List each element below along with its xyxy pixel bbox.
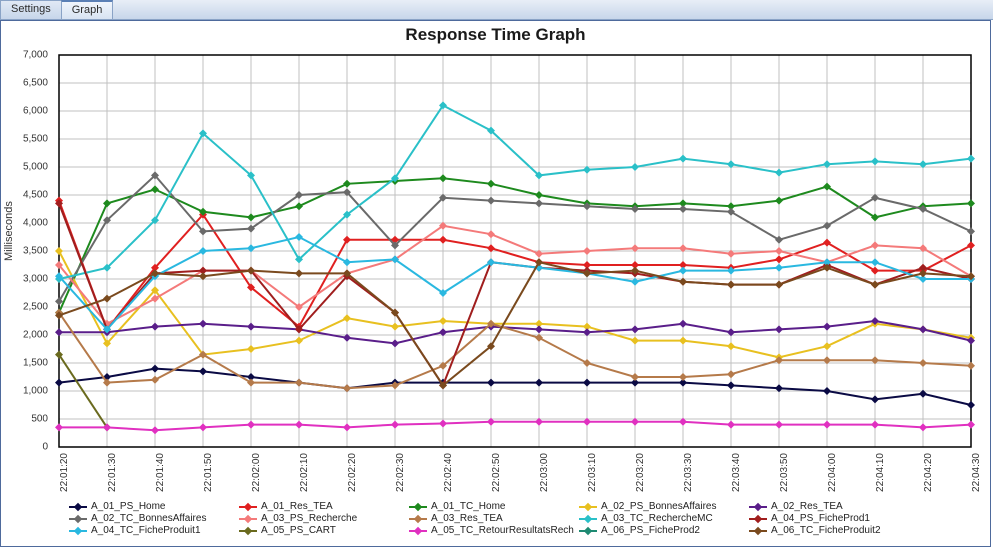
legend-swatch	[69, 518, 87, 520]
legend-item: A_01_TC_Home	[409, 501, 579, 512]
x-tick-label: 22:04:20	[923, 453, 934, 501]
legend-item: A_05_TC_RetourResultatsRech	[409, 525, 579, 536]
legend-swatch	[239, 518, 257, 520]
y-tick-label: 5,500	[2, 134, 48, 145]
x-tick-label: 22:01:40	[155, 453, 166, 501]
legend-label: A_02_PS_BonnesAffaires	[601, 501, 716, 512]
legend-swatch	[239, 506, 257, 508]
x-tick-label: 22:03:40	[731, 453, 742, 501]
legend-label: A_06_TC_FicheProduit2	[771, 525, 881, 536]
x-tick-label: 22:03:30	[683, 453, 694, 501]
legend-item: A_03_TC_RechercheMC	[579, 513, 749, 524]
legend-item: A_03_PS_Recherche	[239, 513, 409, 524]
y-tick-label: 3,000	[2, 274, 48, 285]
x-tick-label: 22:02:20	[347, 453, 358, 501]
legend-label: A_01_PS_Home	[91, 501, 166, 512]
x-tick-label: 22:02:10	[299, 453, 310, 501]
legend-item: A_01_PS_Home	[69, 501, 239, 512]
y-tick-label: 6,000	[2, 106, 48, 117]
y-tick-label: 7,000	[2, 50, 48, 61]
y-tick-label: 2,000	[2, 330, 48, 341]
legend-label: A_01_Res_TEA	[261, 501, 333, 512]
x-tick-label: 22:01:20	[59, 453, 70, 501]
x-tick-label: 22:02:00	[251, 453, 262, 501]
legend-item: A_05_PS_CART	[239, 525, 409, 536]
x-tick-label: 22:03:10	[587, 453, 598, 501]
legend-label: A_04_TC_FicheProduit1	[91, 525, 201, 536]
legend-label: A_06_PS_FicheProd2	[601, 525, 700, 536]
chart-panel: Response Time Graph Milliseconds A_01_PS…	[0, 20, 991, 547]
legend-label: A_04_PS_FicheProd1	[771, 513, 870, 524]
y-tick-label: 4,500	[2, 190, 48, 201]
legend-label: A_01_TC_Home	[431, 501, 505, 512]
legend-label: A_03_Res_TEA	[431, 513, 503, 524]
legend-swatch	[239, 530, 257, 532]
tab-bar: Settings Graph	[0, 0, 993, 20]
chart-title: Response Time Graph	[1, 25, 990, 45]
x-tick-label: 22:03:50	[779, 453, 790, 501]
y-tick-label: 1,000	[2, 386, 48, 397]
legend-item: A_06_PS_FicheProd2	[579, 525, 749, 536]
x-tick-label: 22:02:50	[491, 453, 502, 501]
legend-item: A_04_PS_FicheProd1	[749, 513, 919, 524]
y-tick-label: 6,500	[2, 78, 48, 89]
y-tick-label: 3,500	[2, 246, 48, 257]
legend-label: A_03_PS_Recherche	[261, 513, 357, 524]
chart-plot	[55, 51, 975, 451]
legend-item: A_01_Res_TEA	[239, 501, 409, 512]
legend-swatch	[749, 506, 767, 508]
legend-item: A_02_Res_TEA	[749, 501, 919, 512]
y-tick-label: 2,500	[2, 302, 48, 313]
y-tick-label: 0	[2, 442, 48, 453]
x-tick-label: 22:02:30	[395, 453, 406, 501]
y-tick-label: 5,000	[2, 162, 48, 173]
tab-graph[interactable]: Graph	[61, 0, 114, 19]
x-tick-label: 22:04:10	[875, 453, 886, 501]
legend-label: A_05_TC_RetourResultatsRech	[431, 525, 574, 536]
x-tick-label: 22:03:00	[539, 453, 550, 501]
tab-settings[interactable]: Settings	[0, 0, 62, 19]
legend-label: A_02_Res_TEA	[771, 501, 843, 512]
legend-item: A_06_TC_FicheProduit2	[749, 525, 919, 536]
legend-swatch	[409, 506, 427, 508]
x-tick-label: 22:01:50	[203, 453, 214, 501]
legend-swatch	[749, 518, 767, 520]
legend-swatch	[409, 518, 427, 520]
legend-swatch	[69, 506, 87, 508]
legend-swatch	[69, 530, 87, 532]
x-tick-label: 22:04:00	[827, 453, 838, 501]
legend-item: A_03_Res_TEA	[409, 513, 579, 524]
y-tick-label: 4,000	[2, 218, 48, 229]
legend-swatch	[749, 530, 767, 532]
legend-label: A_05_PS_CART	[261, 525, 336, 536]
legend: A_01_PS_Home A_01_Res_TEA A_01_TC_Home A_02…	[69, 501, 979, 537]
x-tick-label: 22:02:40	[443, 453, 454, 501]
legend-swatch	[579, 506, 597, 508]
legend-item: A_02_TC_BonnesAffaires	[69, 513, 239, 524]
legend-swatch	[409, 530, 427, 532]
legend-swatch	[579, 518, 597, 520]
x-tick-label: 22:01:30	[107, 453, 118, 501]
legend-swatch	[579, 530, 597, 532]
y-tick-label: 1,500	[2, 358, 48, 369]
legend-item: A_04_TC_FicheProduit1	[69, 525, 239, 536]
legend-item: A_02_PS_BonnesAffaires	[579, 501, 749, 512]
legend-label: A_02_TC_BonnesAffaires	[91, 513, 206, 524]
legend-label: A_03_TC_RechercheMC	[601, 513, 713, 524]
x-tick-label: 22:03:20	[635, 453, 646, 501]
y-tick-label: 500	[2, 414, 48, 425]
x-tick-label: 22:04:30	[971, 453, 982, 501]
